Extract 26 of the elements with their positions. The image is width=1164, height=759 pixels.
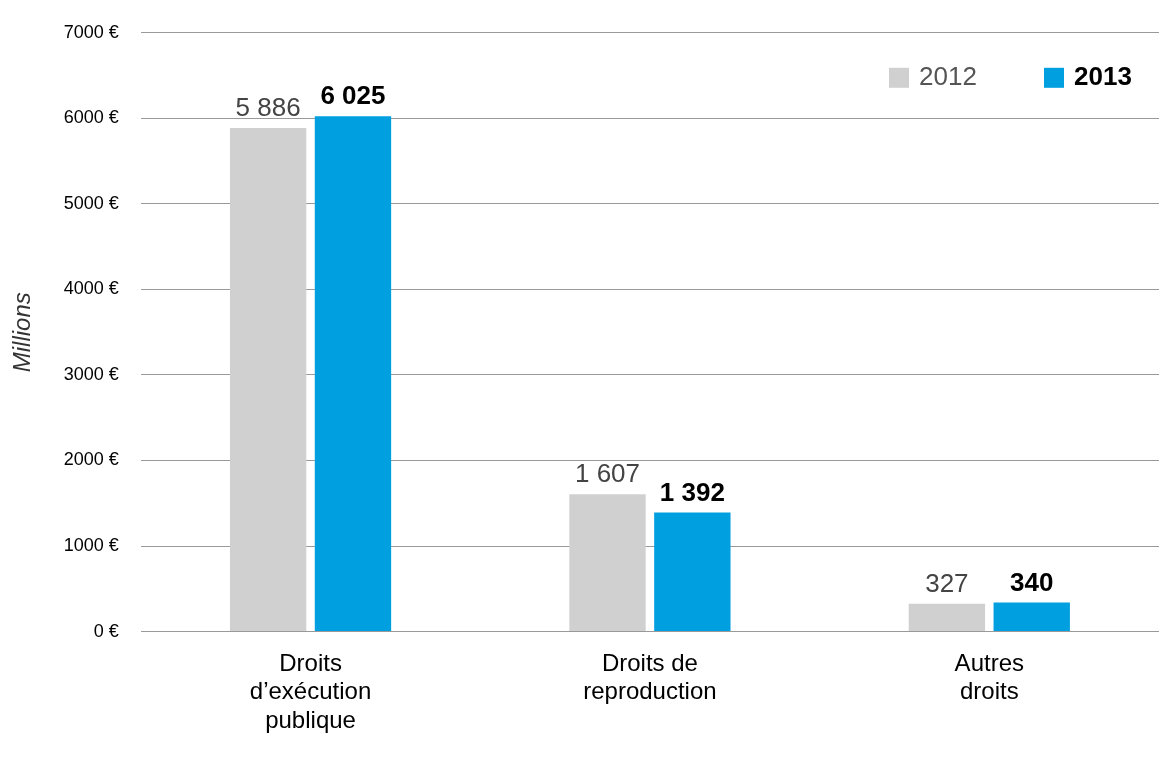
legend-label: 2012 bbox=[919, 60, 977, 91]
x-tick-label: Droits de reproduction bbox=[583, 648, 717, 705]
bar bbox=[314, 116, 392, 632]
y-tick-label: 7000 € bbox=[63, 21, 119, 42]
y-axis-title: Millions bbox=[8, 292, 36, 373]
data-label: 1 392 bbox=[659, 476, 725, 507]
y-tick-label: 3000 € bbox=[63, 363, 119, 384]
bar bbox=[908, 603, 986, 632]
data-label: 340 bbox=[1010, 566, 1054, 597]
legend-label: 2013 bbox=[1074, 60, 1132, 91]
bar bbox=[229, 128, 307, 632]
y-tick-label: 6000 € bbox=[63, 107, 119, 128]
y-tick-label: 1000 € bbox=[63, 535, 119, 556]
y-tick-label: 4000 € bbox=[63, 278, 119, 299]
x-tick-label: Droits d’exécution publique bbox=[249, 648, 372, 734]
y-tick-label: 2000 € bbox=[63, 449, 119, 470]
data-label: 6 025 bbox=[320, 80, 386, 111]
data-label: 1 607 bbox=[574, 458, 641, 489]
data-label: 5 886 bbox=[235, 92, 301, 123]
y-tick-label: 0 € bbox=[93, 620, 119, 641]
data-label: 327 bbox=[925, 567, 969, 598]
bar bbox=[654, 512, 731, 632]
x-tick-label: Autres droits bbox=[954, 648, 1024, 705]
bar bbox=[993, 602, 1070, 632]
y-tick-label: 5000 € bbox=[63, 192, 119, 213]
bar bbox=[569, 494, 646, 632]
